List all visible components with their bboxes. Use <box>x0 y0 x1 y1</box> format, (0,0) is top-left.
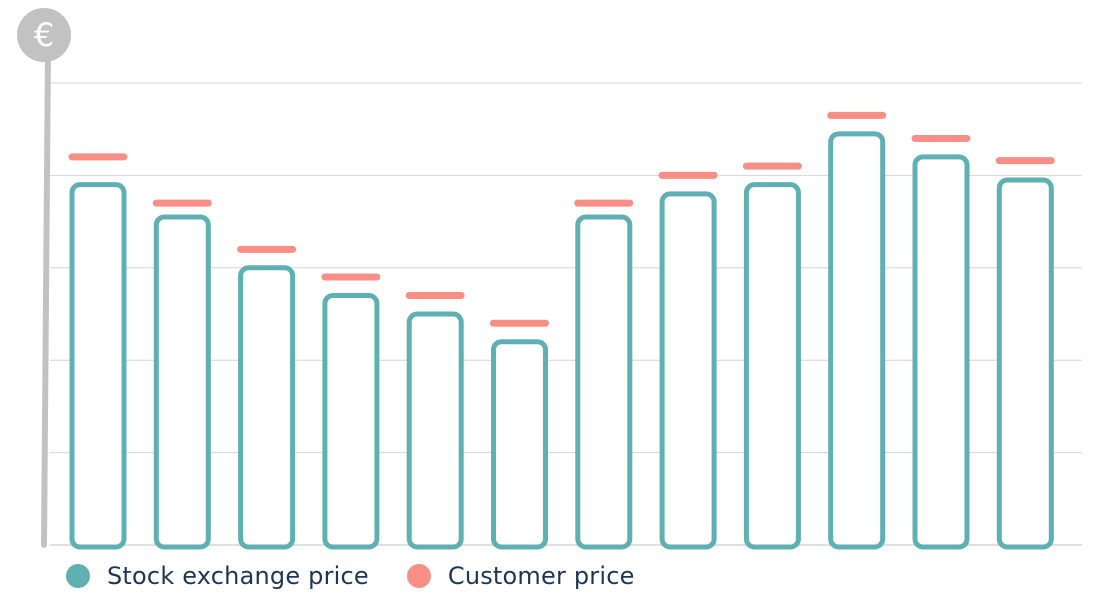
stock-price-bar <box>69 182 127 550</box>
legend: Stock exchange price Customer price <box>66 562 673 590</box>
legend-label-stock: Stock exchange price <box>107 562 369 590</box>
stock-price-bar <box>575 214 633 550</box>
y-axis-line <box>41 47 51 548</box>
stock-price-bar <box>153 214 211 550</box>
stock-price-bar <box>659 191 717 550</box>
legend-item-customer-price: Customer price <box>406 562 635 590</box>
gridlines <box>50 82 1082 546</box>
y-axis: € <box>17 8 71 548</box>
stock-price-bar <box>491 339 548 550</box>
stock-price-bar <box>996 177 1054 550</box>
legend-swatch-stock <box>66 564 90 588</box>
stock-price-bar <box>743 182 801 550</box>
stock-price-bar <box>406 311 464 550</box>
stock-price-bar <box>828 131 886 550</box>
stock-price-bar <box>322 293 380 550</box>
customer-price-markers <box>68 111 1055 327</box>
euro-icon: € <box>34 16 54 54</box>
bars <box>69 131 1054 550</box>
legend-label-customer: Customer price <box>447 562 635 590</box>
stock-price-bar <box>238 265 296 550</box>
euro-icon-badge <box>17 8 71 62</box>
legend-item-stock-exchange-price: Stock exchange price <box>66 562 369 590</box>
stock-price-bar <box>912 154 970 550</box>
legend-swatch-customer <box>406 564 431 588</box>
